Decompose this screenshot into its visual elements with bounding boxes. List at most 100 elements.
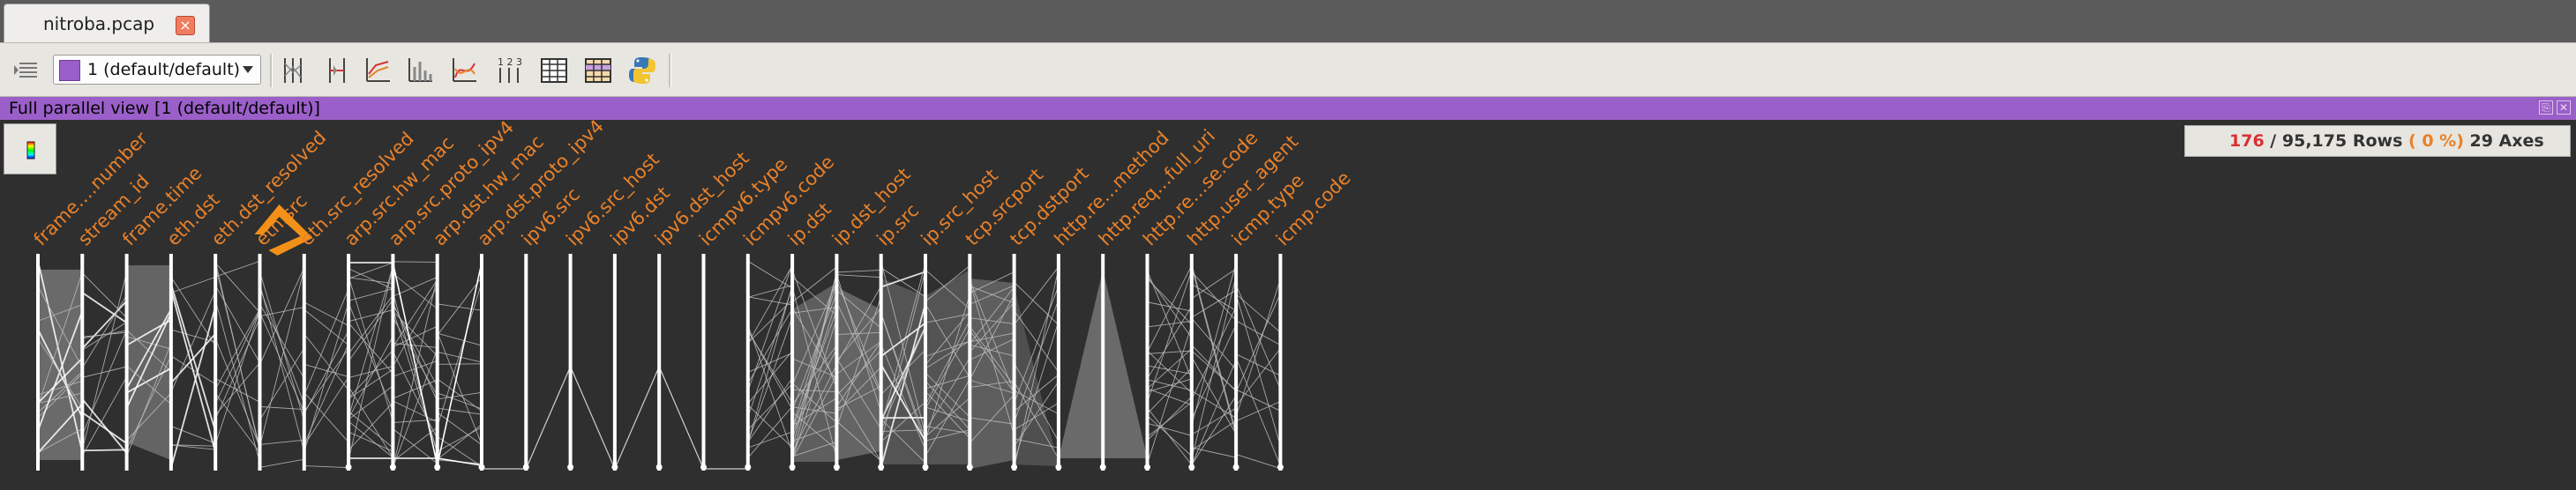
polyline-segment (969, 301, 1015, 353)
polyline-segment (747, 285, 793, 444)
polyline-segment (348, 402, 393, 451)
polyline-segment (303, 465, 349, 469)
polyline-segment (836, 340, 881, 375)
listing-colored-icon[interactable] (582, 55, 614, 86)
polyline-segment (170, 290, 216, 393)
polyline-segment (348, 266, 393, 418)
line-density-region (880, 278, 925, 464)
polyline-segment (259, 458, 304, 468)
layer-list-icon[interactable] (11, 55, 42, 86)
axes-mode-icon[interactable] (277, 55, 309, 86)
histogram-icon[interactable] (404, 55, 436, 86)
scatter-plot-icon[interactable] (362, 55, 393, 86)
polyline-segment (880, 263, 926, 427)
polyline-segment (82, 449, 127, 452)
polyline-segment (393, 379, 438, 399)
polyline-segment (791, 286, 837, 458)
tab-label: nitroba.pcap (43, 13, 155, 34)
polyline-segment (437, 424, 483, 460)
curves-icon[interactable] (448, 55, 480, 86)
polyline-segment (525, 366, 572, 470)
polyline-segment (303, 391, 349, 443)
parallel-coordinates-plot[interactable]: frame.…numberstream_idframe.timeeth.dste… (0, 120, 2576, 490)
polyline-segment (791, 271, 837, 449)
polyline-segment (925, 311, 970, 366)
polyline-segment (1235, 320, 1281, 346)
polyline-segment (880, 271, 926, 288)
view-title: Full parallel view [1 (default/default)] (9, 99, 320, 118)
polyline-segment (835, 279, 882, 392)
polyline-segment (835, 296, 882, 428)
polyline-segment (1235, 353, 1281, 376)
polyline-segment (1191, 390, 1237, 419)
polyline-segment (303, 288, 349, 396)
percent-open: ( (2408, 131, 2416, 151)
axes-filter-icon[interactable] (321, 55, 353, 86)
polyline-segment (1147, 422, 1192, 436)
parallel-view-canvas[interactable]: frame.…number stream_id frame.time eth.dst e… (0, 120, 2576, 490)
selected-lines (37, 260, 1281, 470)
polyline-segment (1235, 454, 1281, 469)
polyline-segment (925, 390, 970, 439)
svg-text:1 2 3: 1 2 3 (498, 56, 522, 68)
polyline-segment (970, 380, 1015, 388)
total-count: 95,175 (2281, 131, 2348, 151)
color-mode-button[interactable] (4, 123, 56, 174)
polyline-segment (836, 341, 882, 407)
polyline-segment (1191, 447, 1237, 458)
polyline-segment (170, 283, 217, 432)
undock-icon[interactable]: ⎘ (2539, 100, 2553, 115)
polyline-segment (215, 260, 260, 278)
polyline-segment (836, 388, 882, 463)
polyline-segment (791, 282, 837, 429)
polyline-segment (259, 347, 305, 420)
close-icon[interactable]: × (176, 16, 195, 35)
rows-label: Rows (2352, 131, 2403, 151)
polyline-segment (81, 376, 127, 457)
axis-marker (389, 464, 396, 471)
polyline-segment (348, 411, 393, 449)
polyline-segment (1014, 321, 1060, 463)
layer-color-swatch (59, 60, 80, 81)
axis-marker (700, 464, 707, 471)
polyline-segment (81, 398, 128, 454)
polyline-segment (303, 363, 349, 377)
polyline-segment (1191, 268, 1237, 300)
polyline-segment (747, 264, 793, 392)
polyline-segment (37, 310, 84, 432)
polyline-segment (37, 428, 83, 454)
polyline-segment (1014, 310, 1060, 373)
polyline-segment (348, 366, 393, 378)
polyline-segment (1235, 357, 1281, 466)
listing-icon[interactable] (538, 55, 570, 86)
polyline-segment (880, 364, 926, 442)
selected-axis-marker (254, 204, 313, 256)
polyline-segment (747, 299, 793, 344)
polyline-segment (1191, 307, 1237, 400)
polyline-segment (1191, 276, 1237, 460)
python-icon[interactable] (626, 55, 658, 86)
polyline-segment (437, 427, 483, 452)
polyline-segment (970, 344, 1015, 357)
close-view-icon[interactable]: ✕ (2557, 100, 2571, 115)
polyline-segment (259, 439, 304, 445)
axis-numbers-icon[interactable]: 1 2 3 (494, 55, 526, 86)
polyline-segment (1147, 379, 1192, 391)
polyline-segment (348, 262, 483, 466)
polyline-segment (925, 429, 970, 442)
polyline-segment (880, 326, 926, 421)
polyline-segment (658, 366, 705, 470)
polyline-segment (1147, 368, 1193, 414)
polyline-segment (37, 260, 84, 453)
polyline-segment (925, 313, 970, 323)
polyline-segment (747, 351, 793, 405)
layer-selector[interactable]: 1 (default/default) (53, 55, 261, 85)
polyline-segment (1235, 348, 1281, 406)
tab-nitroba-pcap[interactable]: nitroba.pcap × (4, 4, 210, 44)
polyline-segment (1147, 388, 1192, 405)
toolbar: 1 (default/default) 1 2 3 (0, 42, 2576, 97)
axis-marker (655, 464, 663, 471)
polyline-segment (791, 276, 837, 316)
axis-marker (1232, 464, 1239, 471)
polyline-segment (348, 277, 393, 284)
